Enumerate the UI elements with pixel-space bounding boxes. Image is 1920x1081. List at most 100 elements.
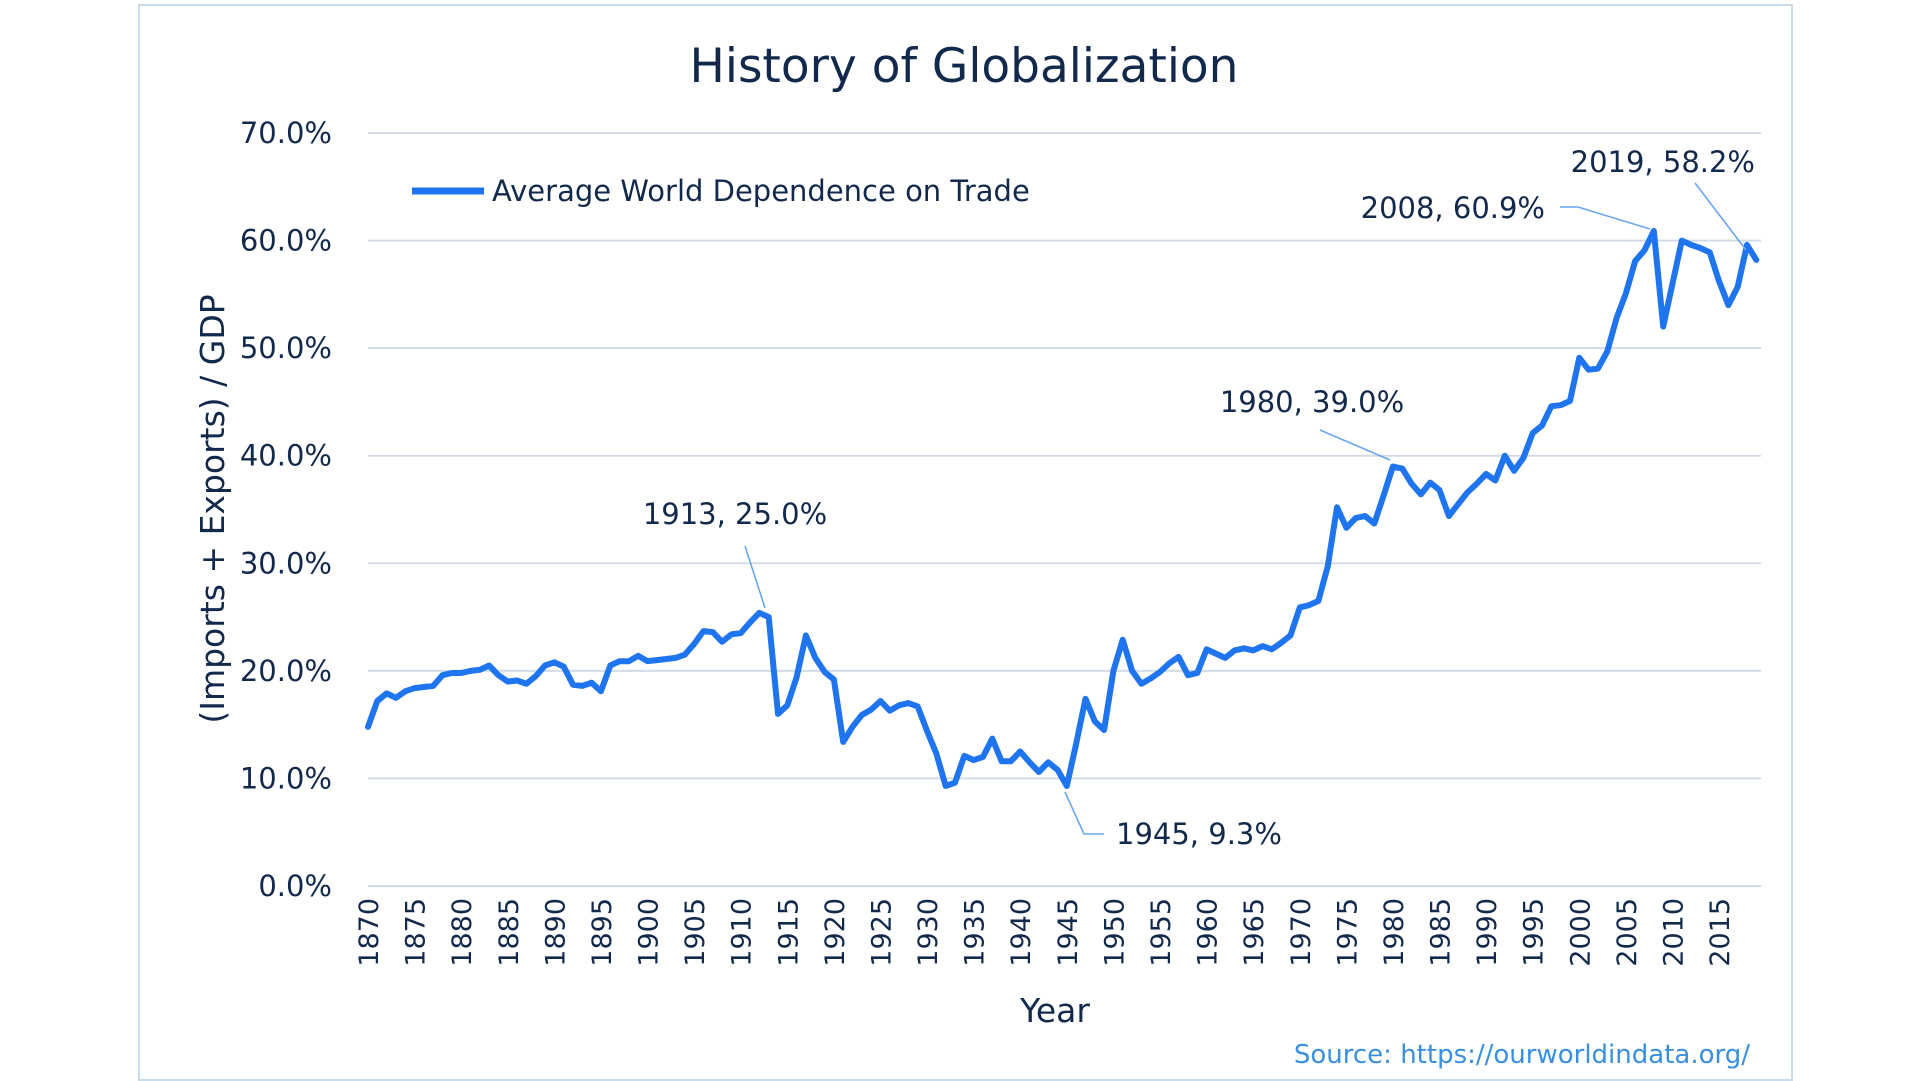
legend[interactable]: Average World Dependence on Trade [412, 174, 1030, 208]
data-point [479, 669, 481, 671]
data-point [637, 655, 639, 657]
data-point [1140, 683, 1142, 685]
data-point [367, 726, 369, 728]
data-point [1094, 720, 1096, 722]
data-point [1168, 662, 1170, 664]
x-tick-label: 1950 [1099, 898, 1130, 967]
data-point [535, 675, 537, 677]
data-point [1150, 677, 1152, 679]
y-tick-label: 10.0% [240, 761, 332, 795]
data-point [1224, 657, 1226, 659]
data-point [460, 672, 462, 674]
data-point [879, 700, 881, 702]
data-point [1718, 280, 1720, 282]
x-tick-label: 1925 [866, 898, 897, 967]
data-point [1084, 698, 1086, 700]
data-point [1737, 286, 1739, 288]
x-tick-label: 1890 [540, 898, 571, 967]
data-point [1420, 493, 1422, 495]
data-point [973, 759, 975, 761]
annotation-leader [1064, 791, 1104, 835]
data-point [1671, 283, 1673, 285]
data-point [842, 741, 844, 743]
y-tick-label: 0.0% [258, 869, 332, 903]
data-point [1355, 517, 1357, 519]
y-tick-label: 20.0% [240, 654, 332, 688]
data-point [907, 702, 909, 704]
data-point [1681, 240, 1683, 242]
x-tick-label: 1990 [1472, 898, 1503, 967]
data-point [1653, 230, 1655, 232]
annotation-label: 1980, 39.0% [1220, 385, 1404, 419]
data-point [1345, 527, 1347, 529]
data-point [609, 664, 611, 666]
x-tick-label: 1880 [447, 898, 478, 967]
x-tick-label: 1915 [773, 898, 804, 967]
data-point [1196, 672, 1198, 674]
data-point [991, 738, 993, 740]
x-tick-label: 1895 [587, 898, 618, 967]
x-tick-label: 1960 [1193, 898, 1224, 967]
data-point [1727, 304, 1729, 306]
x-tick-label: 1955 [1146, 898, 1177, 967]
data-point [1755, 259, 1757, 261]
data-point [497, 674, 499, 676]
data-point [982, 756, 984, 758]
data-point [963, 755, 965, 757]
data-point [730, 633, 732, 635]
data-point [1560, 404, 1562, 406]
data-point [469, 670, 471, 672]
data-point [1411, 483, 1413, 485]
data-point [898, 704, 900, 706]
data-point [917, 705, 919, 707]
data-point [507, 681, 509, 683]
data-point [1709, 251, 1711, 253]
data-point [870, 709, 872, 711]
annotation-leader [1560, 206, 1651, 230]
data-point [488, 664, 490, 666]
data-point [1606, 350, 1608, 352]
data-point [1029, 761, 1031, 763]
data-point [432, 685, 434, 687]
data-point [1504, 455, 1506, 457]
data-point [600, 690, 602, 692]
data-point [1215, 653, 1217, 655]
data-point [1466, 491, 1468, 493]
y-tick-label: 40.0% [240, 439, 332, 473]
x-tick-label: 1940 [1006, 898, 1037, 967]
annotations: 1913, 25.0% 1945, 9.3% 1980, 39.0% 2008, 60… [643, 145, 1755, 851]
data-point [1103, 729, 1105, 731]
x-tick-label: 2005 [1612, 898, 1643, 967]
data-point [1131, 670, 1133, 672]
data-point [1010, 760, 1012, 762]
data-point [1662, 326, 1664, 328]
data-point [1038, 771, 1040, 773]
x-tick-label: 1980 [1379, 898, 1410, 967]
x-tick-label: 1985 [1426, 898, 1457, 967]
x-tick-label: 1935 [960, 898, 991, 967]
series-line [365, 227, 1760, 789]
data-point [1578, 357, 1580, 359]
data-point [740, 632, 742, 634]
data-point [1541, 425, 1543, 427]
data-point [1690, 244, 1692, 246]
source-note[interactable]: Source: https://ourworldindata.org/ [1294, 1040, 1750, 1070]
data-point [1746, 244, 1748, 246]
annotation-label: 1913, 25.0% [643, 497, 827, 531]
data-point [749, 621, 751, 623]
data-point [665, 658, 667, 660]
data-point [1616, 317, 1618, 319]
data-point [1457, 503, 1459, 505]
data-point [544, 664, 546, 666]
data-point [702, 630, 704, 632]
data-point [1308, 604, 1310, 606]
data-point [1252, 649, 1254, 651]
data-point [1280, 642, 1282, 644]
y-tick-label: 70.0% [240, 116, 332, 150]
data-point [1336, 506, 1338, 508]
x-axis-title: Year [1019, 991, 1090, 1030]
x-tick-label: 1975 [1332, 898, 1363, 967]
x-tick-label: 1885 [494, 898, 525, 967]
annotation-leader [744, 545, 766, 609]
